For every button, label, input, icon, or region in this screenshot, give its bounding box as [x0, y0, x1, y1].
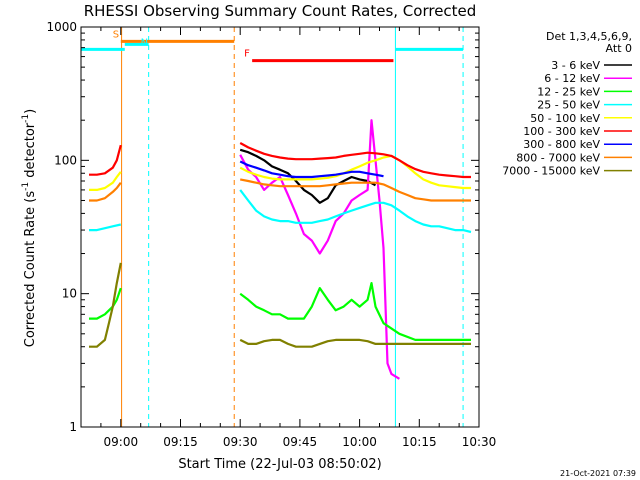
annotation-label-S: S — [113, 29, 119, 40]
y-tick-label: 1000 — [46, 20, 77, 34]
y-tick-label: 1 — [69, 420, 77, 434]
series-line-6-12-keV-0 — [239, 119, 400, 380]
y-tick-label: 10 — [62, 287, 77, 301]
annotation-label-N: N — [141, 37, 148, 48]
y-axis-label-sup1: -1 — [21, 182, 31, 191]
series-line-12-25-keV-1 — [239, 282, 471, 341]
x-axis-label: Start Time (22-Jul-03 08:50:02) — [178, 457, 381, 472]
y-axis-label-main: Corrected Count Rate (s — [23, 191, 38, 348]
x-tick-label: 10:00 — [342, 435, 377, 449]
legend-header-1: Det 1,3,4,5,6,9, — [546, 30, 632, 43]
y-axis-label-text: Corrected Count Rate (s-1 detector-1) — [21, 109, 38, 347]
x-tick-label: 09:15 — [163, 435, 198, 449]
legend-label: 3 - 6 keV — [551, 59, 600, 72]
y-tick-label: 100 — [54, 153, 77, 167]
series-line-3-6-keV-0 — [239, 148, 377, 204]
legend-label: 100 - 300 keV — [523, 125, 600, 138]
series-line-7000-15000-keV-0 — [89, 262, 122, 348]
series-line-100-300-keV-0 — [89, 144, 122, 176]
plot-layer: S N F — [81, 27, 472, 427]
series-line-7000-15000-keV-1 — [239, 338, 471, 348]
axes-layer: 09:00 09:15 09:30 09:45 10:00 10:15 10:30 1 10 10… — [46, 20, 496, 449]
x-tick-label: 10:30 — [462, 435, 497, 449]
x-tick-label: 09:45 — [283, 435, 318, 449]
series-line-100-300-keV-1 — [239, 142, 471, 179]
x-tick-label: 09:30 — [223, 435, 258, 449]
series-line-800-7000-keV-1 — [239, 178, 471, 202]
y-axis-label: Corrected Count Rate (s-1 detector-1) — [21, 109, 38, 347]
x-tick-label: 09:00 — [104, 435, 139, 449]
legend-label: 7000 - 15000 keV — [502, 165, 600, 178]
y-axis-label-end: ) — [23, 109, 38, 114]
series-line-25-50-keV-1 — [239, 189, 472, 234]
series-line-12-25-keV-0 — [89, 287, 122, 320]
legend-label: 25 - 50 keV — [537, 99, 600, 112]
x-tick-label: 10:15 — [402, 435, 437, 449]
legend-label: 800 - 7000 keV — [516, 151, 600, 164]
series-line-25-50-keV-0 — [89, 223, 122, 232]
y-axis-label-sup2: -1 — [21, 114, 31, 123]
series-line-50-100-keV-0 — [89, 171, 122, 191]
series-line-300-800-keV-0 — [239, 160, 384, 179]
legend-label: 300 - 800 keV — [523, 138, 600, 151]
annotation-label-F: F — [244, 49, 250, 60]
legend-label: 50 - 100 keV — [530, 112, 600, 125]
legend-header-2: Att 0 — [606, 42, 632, 55]
series-line-800-7000-keV-0 — [89, 182, 122, 202]
legend-label: 12 - 25 keV — [537, 85, 600, 98]
legend-label: 6 - 12 keV — [544, 72, 600, 85]
series-line-50-100-keV-1 — [239, 154, 471, 190]
plot-frame — [80, 26, 480, 428]
footer-timestamp: 21-Oct-2021 07:39 — [560, 469, 636, 478]
chart-title: RHESSI Observing Summary Count Rates, Co… — [84, 2, 477, 20]
y-axis-label-mid: detector — [23, 122, 38, 182]
